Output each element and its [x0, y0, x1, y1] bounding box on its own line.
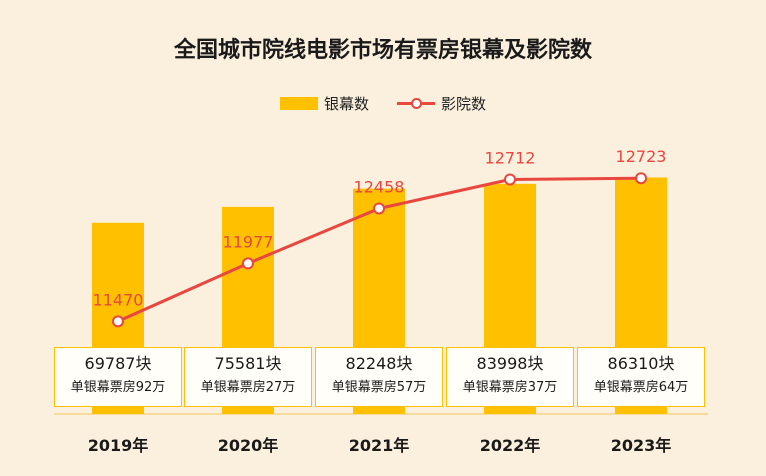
x-tick-label: 2021年 [348, 436, 410, 455]
x-tick-label: 2019年 [87, 436, 149, 455]
line-point-cinemas [112, 315, 124, 328]
x-tick-label: 2023年 [610, 436, 672, 455]
per-screen-box-office: 单银幕票房27万 [200, 380, 296, 395]
bar-value-label: 86310块 [607, 354, 675, 373]
bar-value-label: 69787块 [84, 354, 152, 373]
line-point-cinemas [504, 173, 516, 186]
per-screen-box-office: 单银幕票房92万 [70, 380, 166, 395]
line-point-cinemas [635, 172, 647, 185]
info-box-2023: 86310块 单银幕票房64万 [577, 347, 705, 407]
info-box-2019: 69787块 单银幕票房92万 [54, 347, 182, 407]
line-point-cinemas [242, 257, 254, 270]
info-box-2020: 75581块 单银幕票房27万 [184, 347, 312, 407]
per-screen-box-office: 单银幕票房57万 [331, 380, 427, 395]
line-value-label: 11977 [223, 232, 274, 251]
legend-label-screens: 银幕数 [323, 95, 369, 113]
info-box-2021: 82248块 单银幕票房57万 [315, 347, 443, 407]
per-screen-box-office: 单银幕票房64万 [593, 380, 689, 395]
line-value-label: 12723 [616, 147, 667, 166]
bar-value-label: 75581块 [214, 354, 282, 373]
chart-legend: 银幕数 影院数 [0, 93, 766, 114]
legend-bar-swatch [279, 97, 318, 110]
legend-label-cinemas: 影院数 [441, 95, 487, 113]
legend-line-swatch [397, 97, 435, 110]
line-point-cinemas [373, 202, 385, 215]
line-value-label: 12712 [485, 148, 536, 167]
line-value-label: 11470 [93, 290, 144, 309]
line-value-label: 12458 [354, 177, 405, 196]
x-tick-label: 2020年 [217, 436, 279, 455]
info-box-2022: 83998块 单银幕票房37万 [446, 347, 574, 407]
chart-title: 全国城市院线电影市场有票房银幕及影院数 [173, 38, 592, 63]
bar-value-label: 83998块 [476, 354, 544, 373]
legend-item-screens: 银幕数 [279, 93, 369, 114]
per-screen-box-office: 单银幕票房37万 [462, 380, 558, 395]
x-tick-label: 2022年 [479, 436, 541, 455]
bar-value-label: 82248块 [345, 354, 413, 373]
legend-item-cinemas: 影院数 [397, 93, 486, 114]
